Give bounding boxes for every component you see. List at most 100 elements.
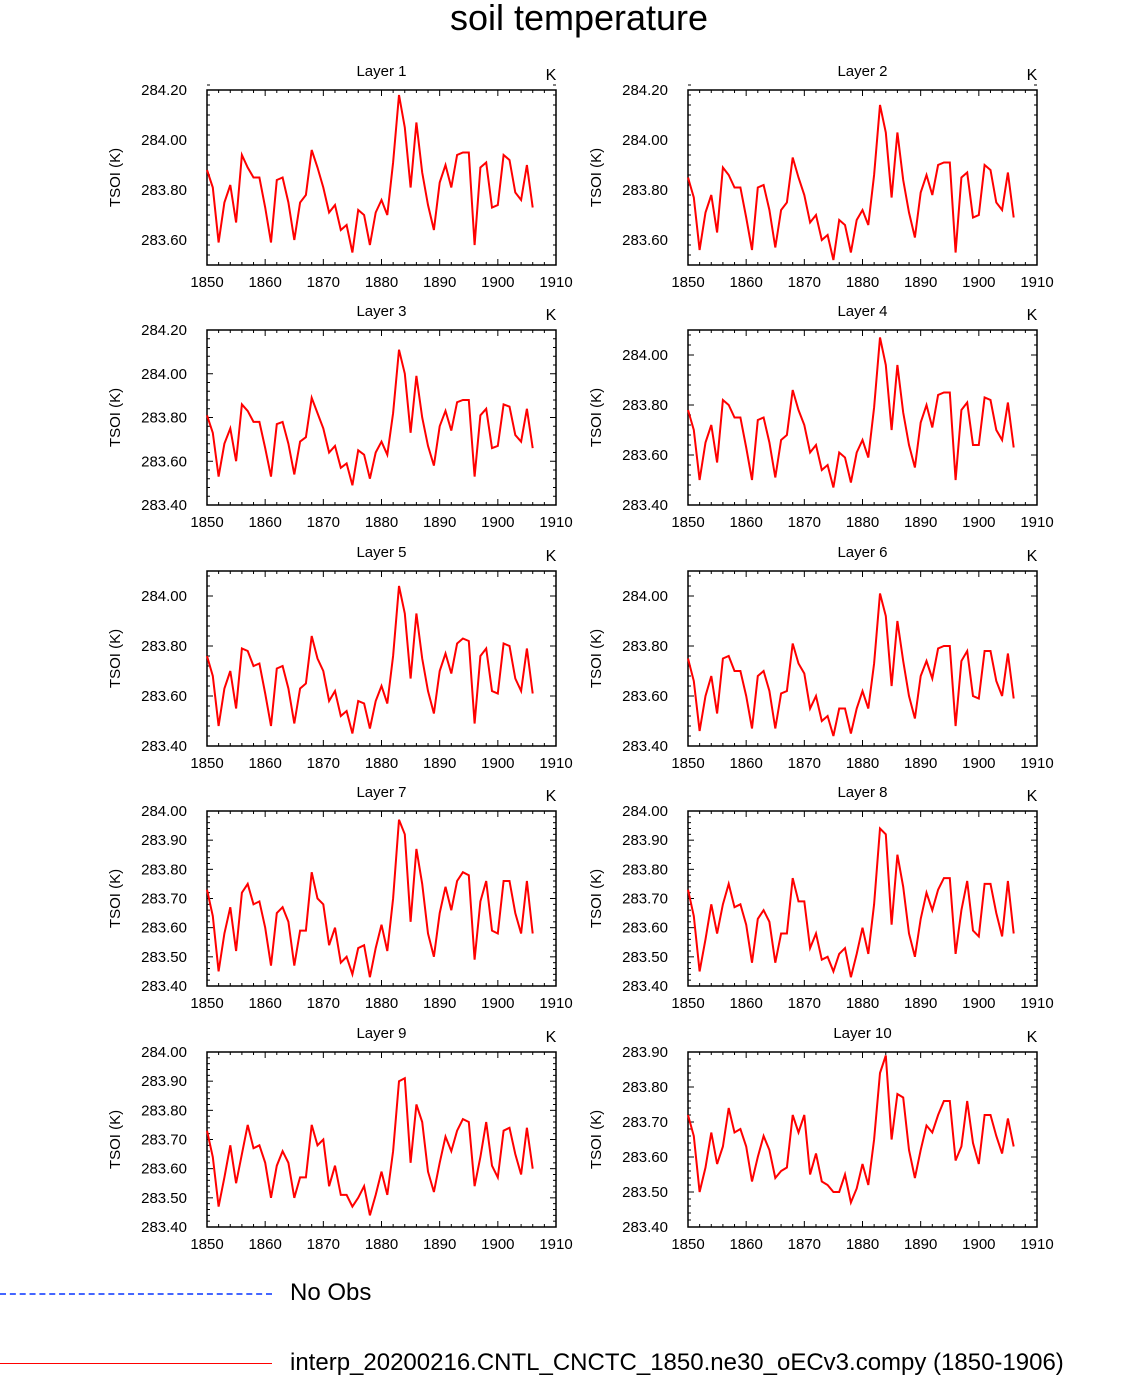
x-tick-label: 1850 (671, 995, 704, 1012)
x-tick-label: 1890 (423, 755, 456, 772)
x-tick-label: 1870 (307, 1236, 340, 1253)
x-tick-label: 1860 (248, 514, 281, 531)
legend-label: interp_20200216.CNTL_CNCTC_1850.ne30_oEC… (290, 1349, 1064, 1376)
x-tick-label: 1910 (539, 514, 572, 531)
x-tick-label: 1860 (248, 1236, 281, 1253)
x-tick-label: 1870 (307, 514, 340, 531)
x-tick-label: 1850 (190, 995, 223, 1012)
x-tick-label: 1860 (248, 274, 281, 291)
y-tick-label: 283.80 (622, 397, 668, 414)
y-tick-label: 283.80 (141, 182, 187, 199)
x-tick-label: 1860 (729, 514, 762, 531)
y-tick-label: 283.40 (141, 978, 187, 995)
panel-title: Layer 8 (837, 784, 887, 801)
panel-title: Layer 1 (356, 63, 406, 80)
x-tick-label: 1910 (1020, 514, 1053, 531)
chart-panel-6: 1850 1860 1870 1880 1890 1900 1910 283.40 283.60… (588, 544, 1054, 772)
x-tick-label: 1900 (962, 514, 995, 531)
y-tick-label: 284.20 (141, 82, 187, 99)
y-tick-label: 283.80 (141, 1102, 187, 1119)
panel-title: Layer 3 (356, 303, 406, 320)
y-tick-label: 283.60 (141, 453, 187, 470)
chart-panel-9: 1850 1860 1870 1880 1890 1900 1910 283.40 283.50… (107, 1025, 573, 1253)
x-tick-label: 1900 (962, 995, 995, 1012)
x-tick-label: 1900 (481, 274, 514, 291)
y-tick-label: 283.40 (622, 978, 668, 995)
chart-panel-10: 1850 1860 1870 1880 1890 1900 1910 283.40 283.50… (588, 1025, 1054, 1253)
x-tick-label: 1900 (962, 755, 995, 772)
y-tick-label: 283.60 (141, 1161, 187, 1178)
x-tick-label: 1880 (846, 755, 879, 772)
series-line-1 (687, 826, 1015, 978)
chart-panel-7: 1850 1860 1870 1880 1890 1900 1910 283.40 283.50… (107, 784, 573, 1012)
plot-frame (687, 89, 1038, 266)
y-tick-label: 283.40 (622, 738, 668, 755)
y-axis-label: TSOI (K) (107, 1110, 124, 1169)
y-tick-label: 283.60 (622, 1149, 668, 1166)
y-tick-label: 283.40 (622, 1219, 668, 1236)
series-line-1 (206, 819, 534, 979)
x-tick-label: 1910 (1020, 755, 1053, 772)
x-tick-label: 1900 (962, 1236, 995, 1253)
x-tick-label: 1890 (423, 514, 456, 531)
y-tick-label: 284.00 (622, 803, 668, 820)
y-tick-label: 283.80 (622, 638, 668, 655)
legend-label: No Obs (290, 1279, 372, 1306)
y-tick-label: 283.50 (622, 1184, 668, 1201)
x-tick-label: 1890 (904, 514, 937, 531)
plot-frame (206, 810, 557, 987)
units-label: K (1027, 1029, 1038, 1046)
panel-title: Layer 4 (837, 303, 887, 320)
x-tick-label: 1870 (307, 274, 340, 291)
panel-title: Layer 9 (356, 1025, 406, 1042)
x-tick-label: 1860 (248, 755, 281, 772)
y-tick-label: 283.60 (622, 447, 668, 464)
x-tick-label: 1900 (481, 514, 514, 531)
x-tick-label: 1850 (190, 274, 223, 291)
x-tick-label: 1870 (307, 995, 340, 1012)
panel-title: Layer 10 (833, 1025, 891, 1042)
units-label: K (546, 307, 557, 324)
y-tick-label: 283.60 (622, 232, 668, 249)
y-tick-label: 283.40 (622, 497, 668, 514)
x-tick-label: 1870 (788, 995, 821, 1012)
x-tick-label: 1890 (904, 995, 937, 1012)
x-tick-label: 1880 (365, 514, 398, 531)
y-tick-label: 283.80 (622, 1079, 668, 1096)
y-tick-label: 283.60 (622, 688, 668, 705)
y-tick-label: 284.00 (622, 132, 668, 149)
y-tick-label: 283.60 (622, 920, 668, 937)
chart-panel-5: 1850 1860 1870 1880 1890 1900 1910 283.40 283.60… (107, 544, 573, 772)
y-tick-label: 284.00 (141, 1044, 187, 1061)
x-tick-label: 1880 (846, 514, 879, 531)
units-label: K (546, 788, 557, 805)
units-label: K (1027, 788, 1038, 805)
x-tick-label: 1870 (307, 755, 340, 772)
series-line-1 (687, 1055, 1015, 1206)
units-label: K (1027, 307, 1038, 324)
y-tick-label: 284.00 (141, 132, 187, 149)
y-axis-label: TSOI (K) (107, 629, 124, 688)
chart-panel-1: 1850 1860 1870 1880 1890 1900 1910 283.60 283.80… (107, 63, 573, 291)
x-tick-label: 1850 (671, 514, 704, 531)
y-axis-label: TSOI (K) (588, 629, 605, 688)
legend-swatch-dashed-blue (0, 1293, 272, 1295)
y-tick-label: 283.90 (141, 1073, 187, 1090)
x-tick-label: 1890 (423, 1236, 456, 1253)
plot-frame (206, 329, 557, 506)
y-tick-label: 283.80 (141, 861, 187, 878)
plot-frame (206, 1051, 557, 1228)
x-tick-label: 1900 (481, 995, 514, 1012)
y-tick-label: 283.40 (141, 1219, 187, 1236)
units-label: K (546, 67, 557, 84)
units-label: K (1027, 67, 1038, 84)
legend-swatch-solid-red (0, 1363, 272, 1364)
x-tick-label: 1910 (1020, 274, 1053, 291)
x-tick-label: 1890 (423, 274, 456, 291)
x-tick-label: 1860 (248, 995, 281, 1012)
y-tick-label: 283.90 (622, 1044, 668, 1061)
y-tick-label: 283.40 (141, 738, 187, 755)
y-axis-label: TSOI (K) (588, 148, 605, 207)
series-line-1 (687, 337, 1015, 488)
y-tick-label: 283.50 (141, 1190, 187, 1207)
